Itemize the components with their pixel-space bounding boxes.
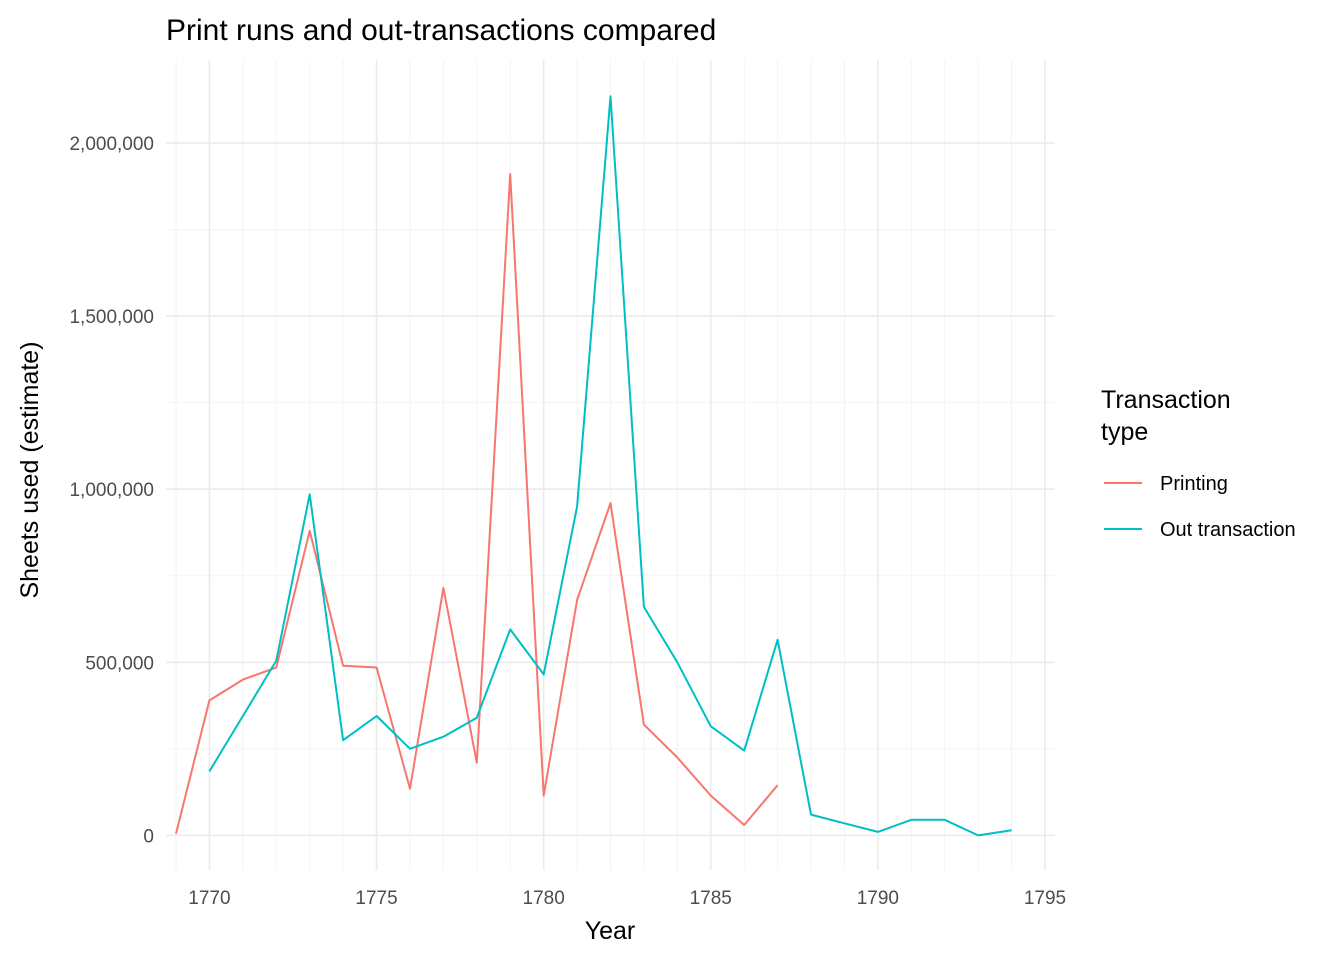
legend-items: Printing Out transaction (1104, 473, 1296, 541)
legend-title-line-2: type (1101, 418, 1148, 446)
x-tick-label: 1790 (857, 888, 899, 909)
x-tick-label: 1780 (523, 888, 565, 909)
x-tick-label: 1795 (1024, 888, 1066, 909)
x-tick-label: 1785 (690, 888, 732, 909)
x-axis-title: Year (585, 917, 636, 945)
grid-lines (166, 60, 1055, 870)
legend-title-line-1: Transaction (1101, 386, 1231, 414)
legend-label-out-transaction: Out transaction (1160, 519, 1296, 541)
x-axis-ticks: 1770 1775 1780 1785 1790 1795 (188, 888, 1066, 909)
y-tick-label: 2,000,000 (69, 134, 154, 155)
legend: Transaction type Printing Out transaction (1101, 386, 1296, 541)
legend-label-printing: Printing (1160, 473, 1228, 495)
y-axis-ticks: 0 500,000 1,000,000 1,500,000 2,000,000 (69, 134, 154, 847)
y-tick-label: 0 (143, 826, 154, 847)
x-tick-label: 1770 (188, 888, 230, 909)
chart-title: Print runs and out-transactions compared (166, 14, 716, 47)
y-tick-label: 500,000 (85, 653, 154, 674)
y-tick-label: 1,500,000 (69, 307, 154, 328)
x-tick-label: 1775 (355, 888, 397, 909)
out-transaction-series-line (208, 95, 1012, 837)
y-axis-title: Sheets used (estimate) (16, 341, 44, 598)
series-lines (175, 95, 1012, 837)
printing-series-line (175, 173, 779, 834)
y-tick-label: 1,000,000 (69, 480, 154, 501)
